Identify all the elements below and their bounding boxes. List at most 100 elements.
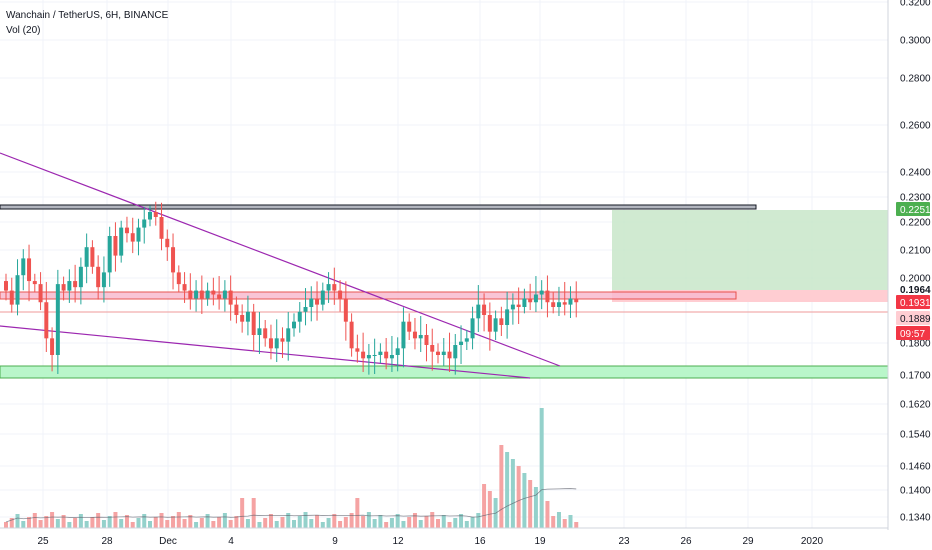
volume-bar — [27, 517, 32, 528]
candle — [165, 238, 170, 248]
time-tick-label: 19 — [534, 536, 546, 547]
volume-bar — [38, 520, 43, 528]
volume-bar — [153, 517, 158, 528]
volume-bar — [516, 466, 521, 528]
volume-bar — [263, 518, 268, 528]
volume-bar — [280, 517, 285, 528]
candle — [199, 290, 204, 299]
candle — [159, 217, 164, 239]
candle — [476, 304, 481, 319]
time-tick-label: 16 — [474, 536, 486, 547]
volume-bar — [556, 512, 561, 528]
volume-bar — [159, 513, 164, 528]
candle — [188, 290, 193, 299]
candle — [194, 290, 199, 299]
candle — [361, 351, 366, 359]
candle — [303, 307, 308, 312]
time-tick-label: 25 — [37, 536, 49, 547]
price-tick-label: 0.2800 — [900, 74, 931, 85]
price-tick-label: 0.2100 — [900, 246, 931, 257]
candle — [453, 345, 458, 359]
candle — [205, 290, 210, 299]
volume-bar — [142, 514, 147, 528]
lower-trendline — [0, 325, 531, 379]
volume-bar — [326, 518, 331, 528]
candle — [355, 348, 360, 352]
candle — [528, 298, 533, 303]
candle — [148, 212, 152, 220]
volume-bar — [194, 522, 199, 528]
volume-bar — [148, 521, 152, 528]
price-tick-label: 0.2400 — [900, 168, 931, 179]
volume-bar — [119, 519, 124, 528]
volume-bar — [487, 491, 492, 528]
volume-bar — [545, 501, 550, 528]
top-resistance-line — [0, 204, 757, 210]
volume-bar — [90, 517, 95, 528]
symbol-title: Wanchain / TetherUS, 6H, BINANCE — [6, 10, 169, 21]
volume-bar — [217, 517, 222, 528]
volume-bar — [568, 515, 573, 528]
time-tick-label: Dec — [159, 536, 177, 547]
candle — [263, 328, 268, 339]
volume-bar — [441, 515, 446, 528]
volume-bar — [73, 518, 78, 528]
candle — [482, 304, 487, 315]
volume-bar — [107, 516, 112, 528]
current-price-label: 0.1931 — [900, 298, 931, 309]
volume-bar — [343, 517, 348, 528]
volume-bar — [50, 512, 55, 528]
candle — [27, 258, 32, 282]
candle — [464, 338, 469, 342]
candle — [378, 351, 383, 355]
candle — [268, 338, 273, 349]
candle — [332, 284, 337, 291]
volume-bar — [78, 514, 83, 528]
volume-bar — [222, 513, 227, 528]
volume-bar — [44, 516, 49, 528]
volume-bar — [234, 516, 239, 528]
candle — [67, 281, 72, 291]
volume-bar — [395, 514, 400, 528]
volume-bar — [447, 522, 452, 528]
volume-bar — [176, 512, 181, 528]
candle — [61, 284, 66, 291]
current-price-label-bg — [896, 295, 930, 309]
time-tick-label: 12 — [392, 536, 404, 547]
volume-bar — [315, 515, 320, 528]
volume-bar — [55, 519, 60, 528]
volume-bar — [389, 518, 394, 528]
volume-bar — [476, 513, 481, 528]
candle — [326, 284, 331, 291]
candle — [412, 331, 417, 339]
candle — [401, 321, 406, 349]
price-tick-label: 0.2600 — [900, 121, 931, 132]
volume-bar — [424, 516, 429, 528]
candle — [240, 315, 245, 322]
candle — [182, 284, 187, 291]
candle — [274, 338, 279, 349]
volume-bar — [407, 517, 412, 528]
stop-price-label: 0.1889 — [900, 314, 931, 325]
candle — [136, 227, 141, 242]
candle — [539, 290, 544, 295]
candle — [556, 302, 561, 307]
volume-bar — [551, 516, 556, 528]
candle — [338, 290, 343, 299]
candle — [315, 298, 320, 305]
volume-bar — [372, 519, 377, 528]
candle — [349, 321, 354, 349]
candle — [211, 290, 216, 295]
time-tick-label: 9 — [332, 536, 338, 547]
candle — [50, 338, 55, 355]
volume-bar — [539, 408, 544, 528]
candle — [9, 290, 14, 305]
volume-bar — [15, 514, 20, 528]
volume-bar — [67, 522, 72, 528]
volume-bar — [349, 513, 354, 528]
candle — [510, 304, 515, 310]
candle — [297, 311, 302, 322]
candle — [447, 351, 452, 359]
